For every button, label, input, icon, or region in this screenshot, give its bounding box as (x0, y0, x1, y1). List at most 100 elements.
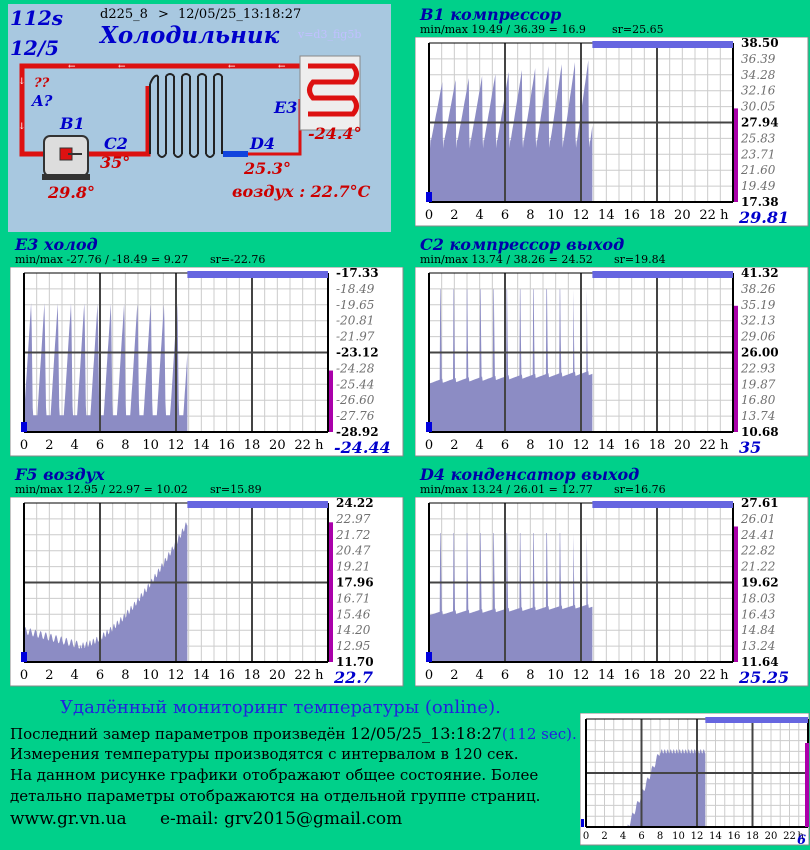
x-tick-label: 14 (709, 831, 722, 842)
footer-line4: детально параметры отображаются на отдел… (10, 787, 541, 805)
x-tick-label: 14 (193, 438, 210, 453)
x-tick-label: 18 (746, 831, 759, 842)
chart-f5-minmax: min/max 12.95 / 22.97 = 10.02 (15, 483, 188, 496)
timestamp: 12/05/25_13:18:27 (178, 7, 302, 22)
evaporator-coil (307, 63, 359, 117)
chart-d4-minmax: min/max 13.24 / 26.01 = 12.77 (420, 483, 593, 496)
y-tick-label: 32.13 (741, 314, 776, 328)
current-marker (581, 819, 584, 827)
data-series-area (24, 522, 188, 662)
y-tick-label: 23.71 (740, 147, 775, 161)
temp-c2: 35° (100, 153, 131, 172)
pending-hours-bar (187, 271, 328, 278)
website-link[interactable]: www.gr.vn.ua (10, 809, 127, 829)
y-tick-label: 30.05 (741, 100, 775, 114)
x-tick-label: 10 (547, 208, 564, 223)
pending-hours-bar (705, 717, 808, 723)
y-tick-label: 25.83 (740, 131, 776, 145)
current-level-bar (734, 305, 738, 432)
current-marker (21, 422, 27, 432)
x-tick-label: 6 (501, 438, 509, 453)
compressor-base (42, 174, 90, 180)
arrow-sign: > (158, 7, 169, 22)
x-tick-label: 0 (20, 668, 28, 683)
x-tick-label: 4 (476, 668, 484, 683)
x-tick-label: 4 (71, 668, 79, 683)
x-tick-label: 12 (168, 438, 185, 453)
y-tick-label: -26.60 (336, 393, 375, 407)
x-tick-label: 16 (623, 668, 640, 683)
x-tick-label: 0 (20, 438, 28, 453)
y-tick-label: -17.33 (336, 267, 379, 280)
chart-f5: 0 2 4 6 8 10 12 14 16 18 20 22 h 24.22 22.97 21.72 20.47… (10, 497, 404, 687)
pending-hours-bar (592, 501, 733, 508)
x-tick-label: 16 (623, 208, 640, 223)
current-level-bar (734, 526, 738, 662)
x-tick-label: 22 (699, 438, 716, 453)
current-value-label: 29.81 (738, 208, 789, 227)
chart-e3-minmax: min/max -27.76 / -18.49 = 9.27 (15, 253, 189, 266)
pipe-compressor-out (82, 86, 151, 157)
x-tick-label: 8 (121, 438, 129, 453)
svg-text:←: ← (228, 62, 236, 72)
y-tick-label: 16.71 (336, 591, 370, 605)
y-tick-label: 14.84 (741, 623, 775, 637)
temp-e3: -24.4° (308, 124, 362, 143)
y-tick-label: 11.70 (336, 655, 374, 669)
y-tick-label: 19.21 (336, 560, 370, 574)
y-tick-label: 41.32 (741, 267, 779, 280)
y-tick-label: 13.74 (741, 409, 775, 423)
y-tick-label: 22.82 (740, 544, 775, 558)
x-tick-label: 2 (45, 668, 53, 683)
y-tick-label: -25.44 (336, 377, 374, 391)
schema-title: Холодильник (100, 22, 280, 49)
date-short: 12/5 (10, 36, 60, 60)
chart-f5-sr: sr=15.89 (210, 483, 262, 496)
y-tick-label: 19.49 (741, 179, 776, 193)
refrigerator-schema-panel: ← ← ← ← ↓ ↓ 112s 12/5 d225_8 > 12/05/25_13:1… (8, 4, 391, 232)
y-tick-label: 17.38 (741, 195, 779, 209)
current-marker (21, 652, 27, 662)
x-tick-label: 10 (672, 831, 685, 842)
y-tick-label: -24.28 (336, 361, 375, 375)
chart-b1-title: B1 компрессор (420, 5, 562, 24)
data-series-area (429, 289, 593, 432)
chart-b1: 0 2 4 6 8 10 12 14 16 18 20 22 h 38.50 36.39 34.28 32.16… (415, 37, 809, 227)
email-link[interactable]: e-mail: grv2015@gmail.com (160, 809, 403, 829)
x-unit-label: h (798, 831, 805, 842)
x-tick-label: 0 (425, 668, 433, 683)
x-tick-label: 18 (649, 208, 666, 223)
y-tick-label: -28.92 (336, 425, 379, 439)
x-tick-label: 16 (218, 668, 235, 683)
x-tick-label: 0 (583, 831, 589, 842)
chart-c2: 0 2 4 6 8 10 12 14 16 18 20 22 h 41.32 38.26 35.19 32.13… (415, 267, 809, 457)
y-tick-label: 21.72 (335, 528, 370, 542)
x-tick-label: 22 (783, 831, 796, 842)
current-level-bar (329, 522, 333, 662)
x-tick-label: 20 (674, 208, 691, 223)
refrigerator-diagram: ← ← ← ← ↓ ↓ (18, 55, 361, 180)
data-series-area (429, 60, 593, 202)
x-tick-label: 12 (573, 438, 590, 453)
svg-text:←: ← (278, 62, 286, 72)
flow-arrows: ← ← ← ← ↓ ↓ (18, 62, 286, 132)
footer-line1-time: 12/05/25_13:18:27 (350, 724, 502, 743)
footer-line3: На данном рисунке графики отображают общ… (10, 766, 539, 784)
y-tick-label: -20.81 (336, 314, 374, 328)
y-tick-label: 22.93 (740, 361, 776, 375)
y-tick-label: -27.76 (336, 409, 375, 423)
y-tick-label: -18.49 (336, 282, 375, 296)
svg-text:↓: ↓ (18, 122, 26, 132)
x-tick-label: 12 (573, 208, 590, 223)
y-tick-label: 16.43 (741, 607, 776, 621)
chart-d4: 0 2 4 6 8 10 12 14 16 18 20 22 h 27.61 26.01 24.41 22.82… (415, 497, 809, 687)
current-marker (426, 422, 432, 432)
current-marker (426, 192, 432, 202)
y-tick-label: 29.06 (740, 330, 776, 344)
y-tick-label: 21.60 (740, 163, 776, 177)
x-tick-label: 16 (218, 438, 235, 453)
x-unit-label: h (315, 438, 324, 453)
x-tick-label: 6 (96, 668, 104, 683)
chart-b1-sr: sr=25.65 (612, 23, 664, 36)
x-unit-label: h (720, 668, 729, 683)
